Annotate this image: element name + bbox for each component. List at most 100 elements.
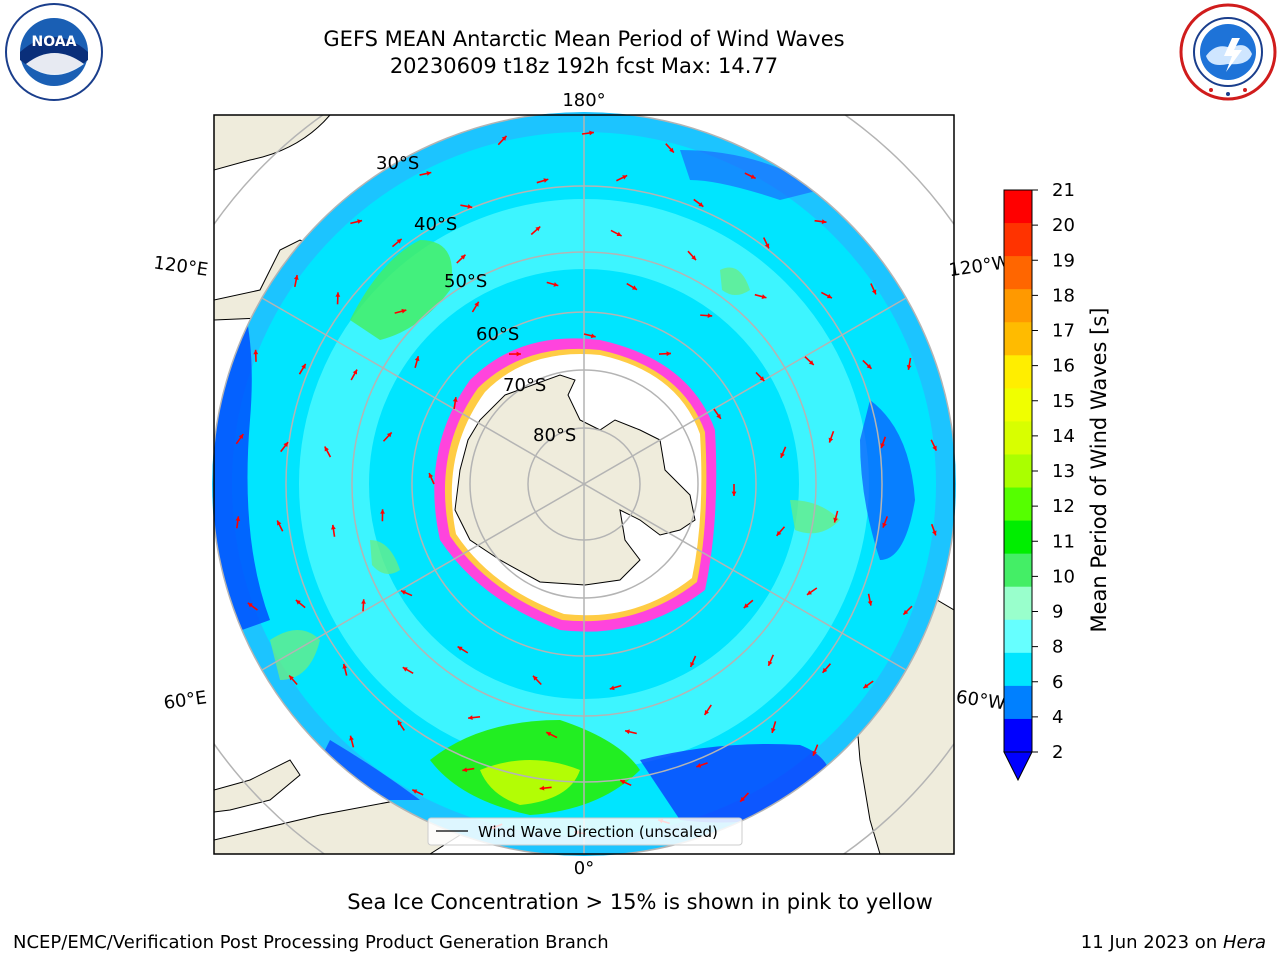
wind-wave-arrowhead: [426, 171, 432, 176]
map-border: [213, 114, 955, 855]
wind-wave-arrowhead: [543, 178, 549, 183]
wind-wave-arrowhead: [903, 609, 909, 615]
chart-subtitle: 20230609 t18z 192h fcst Max: 14.77: [389, 54, 779, 78]
colorbar-tick-label: 8: [1052, 637, 1063, 658]
wind-wave-arrowhead: [871, 289, 877, 295]
wind-wave-arrowhead: [590, 333, 596, 339]
lat-label-30s: 30°S: [376, 153, 419, 174]
footer-date: 11 Jun 2023 on Hera: [1081, 932, 1266, 953]
wind-wave-arrowhead: [761, 294, 767, 299]
wind-wave-arrowhead: [822, 667, 828, 673]
wind-wave-arrowhead: [690, 661, 695, 667]
wind-wave-arrowhead: [400, 590, 406, 595]
wind-wave-arrowhead: [401, 308, 407, 314]
wind-wave-arrowhead: [833, 517, 838, 523]
lon-label-60e: 60°E: [162, 687, 208, 714]
wind-wave-arrowhead: [932, 445, 937, 451]
wind-wave-arrowhead: [468, 715, 473, 721]
colorbar-segment: [1004, 388, 1032, 422]
colorbar-segment: [1004, 421, 1032, 455]
wind-wave-arrowhead: [632, 285, 637, 290]
footer-host: Hera: [1222, 932, 1266, 953]
high-period-patch-west: [350, 240, 452, 340]
wind-wave-arrowhead: [460, 254, 466, 260]
wind-wave-arrowhead: [462, 767, 468, 773]
legend: Wind Wave Direction (unscaled): [427, 817, 743, 846]
wind-wave-arrowhead: [532, 675, 538, 681]
wind-wave-arrowhead: [452, 397, 458, 402]
colorbar-tick-label: 17: [1052, 321, 1075, 342]
wind-wave-arrowhead: [546, 732, 552, 737]
wind-wave-arrowhead: [474, 301, 479, 307]
lon-label-0: 0°: [574, 858, 594, 879]
colorbar-tick-label: 16: [1052, 356, 1075, 377]
lat-label-70s: 70°S: [503, 375, 546, 396]
wind-wave-arrowhead: [806, 590, 812, 595]
caption: Sea Ice Concentration > 15% is shown in …: [347, 890, 933, 914]
colorbar-segment: [1004, 586, 1032, 621]
wind-wave-arrowhead: [386, 432, 392, 438]
colorbar-segment: [1004, 322, 1032, 356]
lon-label-120e: 120°E: [152, 252, 209, 280]
land-australia-north: [214, 115, 331, 171]
wind-wave-arrowhead: [780, 452, 785, 458]
wind-wave-arrowhead: [295, 599, 301, 605]
lon-label-60w: 60°W: [955, 687, 1007, 715]
wind-wave-arrowhead: [335, 292, 341, 297]
wind-wave-arrowhead: [812, 750, 817, 756]
wind-wave-arrowhead: [238, 434, 244, 440]
colorbar-tick-label: 19: [1052, 250, 1075, 271]
legend-label: Wind Wave Direction (unscaled): [478, 823, 718, 841]
colorbar-segment: [1004, 454, 1032, 489]
wind-wave-arrowhead: [906, 365, 912, 370]
wind-wave-arrowhead: [882, 522, 887, 528]
wind-wave-arrowhead: [826, 293, 832, 299]
land-madagascar: [214, 759, 301, 813]
wind-wave-arrowhead: [759, 376, 765, 382]
wind-wave-arrowhead: [289, 675, 294, 681]
wind-wave-arrowhead: [428, 473, 434, 479]
colorbar-segment: [1004, 487, 1032, 522]
wind-wave-arrowhead: [620, 779, 626, 785]
colorbar-segment: [1004, 256, 1032, 290]
wind-wave-arrowhead: [691, 255, 696, 261]
wind-wave-arrowhead: [293, 275, 299, 280]
colorbar-segment: [1004, 355, 1032, 389]
wind-wave-arrowhead: [622, 175, 628, 180]
land-antarctica: [454, 374, 696, 586]
wind-wave-arrowhead: [808, 360, 814, 365]
wind-wave-arrowhead: [828, 437, 834, 443]
wind-wave-arrowhead: [704, 710, 710, 715]
colorbar-segment: [1004, 520, 1032, 555]
wind-wave-arrowhead: [743, 603, 749, 609]
noaa-logo: NOAA: [4, 2, 104, 106]
colorbar-tick-label: 20: [1052, 215, 1075, 236]
wind-wave-arrowhead: [247, 602, 253, 608]
lat-label-80s: 80°S: [533, 425, 576, 446]
wind-wave-arrowhead: [707, 313, 713, 319]
noaa-logo-text: NOAA: [32, 34, 77, 50]
wind-wave-arrowhead: [349, 735, 354, 741]
colorbar-segment: [1004, 223, 1032, 257]
wind-wave-arrowhead: [740, 796, 746, 802]
colorbar: 21 20 19 18 17 16 15 14 13 12 11 10 9 8 6 4 2: [1003, 180, 1075, 782]
colorbar-segment: [1004, 718, 1032, 753]
wind-wave-arrowhead: [776, 530, 782, 536]
colorbar-tick-label: 2: [1052, 742, 1063, 763]
wind-wave-arrowhead: [414, 356, 420, 362]
colorbar-segment: [1004, 685, 1032, 720]
wind-wave-arrowhead: [402, 667, 408, 672]
chart-title: GEFS MEAN Antarctic Mean Period of Wind …: [323, 27, 845, 51]
wind-wave-arrowhead: [696, 763, 702, 768]
colorbar-tick-label: 13: [1052, 461, 1075, 482]
wind-wave-arrowhead: [589, 130, 594, 136]
colorbar-segment: [1004, 190, 1032, 224]
wind-wave-arrowhead: [235, 516, 241, 521]
graticule: [214, 115, 954, 854]
wind-wave-arrowhead: [331, 524, 336, 530]
wind-wave-arrowhead: [768, 660, 773, 666]
colorbar-tick-label: 14: [1052, 426, 1075, 447]
wind-wave-arrowhead: [342, 663, 348, 669]
colorbar-label: Mean Period of Wind Waves [s]: [1087, 308, 1111, 633]
